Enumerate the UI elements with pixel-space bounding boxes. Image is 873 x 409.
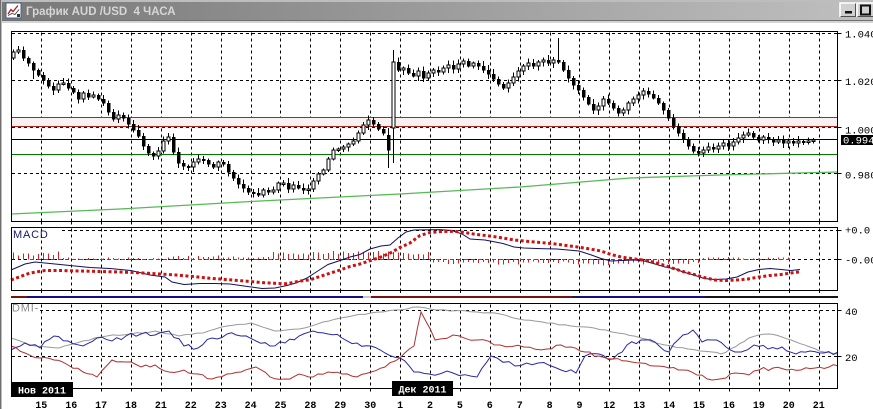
svg-text:-0.00: -0.00: [845, 256, 873, 268]
svg-text:20: 20: [845, 353, 858, 365]
svg-text:График AUD /USD 4 ЧАСА: График AUD /USD 4 ЧАСА: [26, 6, 176, 18]
svg-text:Дек 2011: Дек 2011: [398, 386, 446, 397]
svg-text:15: 15: [693, 401, 705, 409]
svg-text:20: 20: [783, 401, 795, 409]
svg-text:0.994: 0.994: [843, 136, 873, 148]
svg-text:1.000: 1.000: [845, 126, 873, 138]
svg-text:25: 25: [274, 401, 286, 409]
svg-text:MACD: MACD: [13, 229, 49, 241]
svg-text:24: 24: [245, 401, 257, 409]
svg-text:17: 17: [95, 401, 107, 409]
svg-text:5: 5: [457, 401, 463, 409]
svg-text:1.040: 1.040: [845, 30, 873, 42]
svg-text:29: 29: [334, 401, 346, 409]
svg-text:9: 9: [576, 401, 582, 409]
svg-text:21: 21: [813, 401, 825, 409]
svg-text:7: 7: [517, 401, 523, 409]
svg-text:1.020: 1.020: [845, 77, 873, 89]
svg-text:30: 30: [364, 401, 376, 409]
svg-text:1: 1: [397, 401, 403, 409]
svg-text:+0.0: +0.0: [845, 226, 870, 238]
svg-text:13: 13: [633, 401, 645, 409]
svg-text:16: 16: [65, 401, 77, 409]
svg-text:21: 21: [155, 401, 167, 409]
svg-text:23: 23: [215, 401, 227, 409]
svg-text:15: 15: [35, 401, 47, 409]
svg-text:16: 16: [723, 401, 735, 409]
svg-text:0.980: 0.980: [845, 171, 873, 183]
svg-text:14: 14: [663, 401, 675, 409]
svg-text:2: 2: [427, 401, 433, 409]
svg-text:28: 28: [304, 401, 316, 409]
svg-text:40: 40: [845, 307, 858, 319]
svg-text:18: 18: [125, 401, 137, 409]
svg-text:19: 19: [753, 401, 765, 409]
svg-text:Нов 2011: Нов 2011: [18, 387, 66, 398]
svg-text:DMI-: DMI-: [12, 303, 39, 315]
svg-text:6: 6: [487, 401, 493, 409]
svg-text:12: 12: [603, 401, 615, 409]
svg-text:8: 8: [547, 401, 553, 409]
svg-text:22: 22: [185, 401, 197, 409]
